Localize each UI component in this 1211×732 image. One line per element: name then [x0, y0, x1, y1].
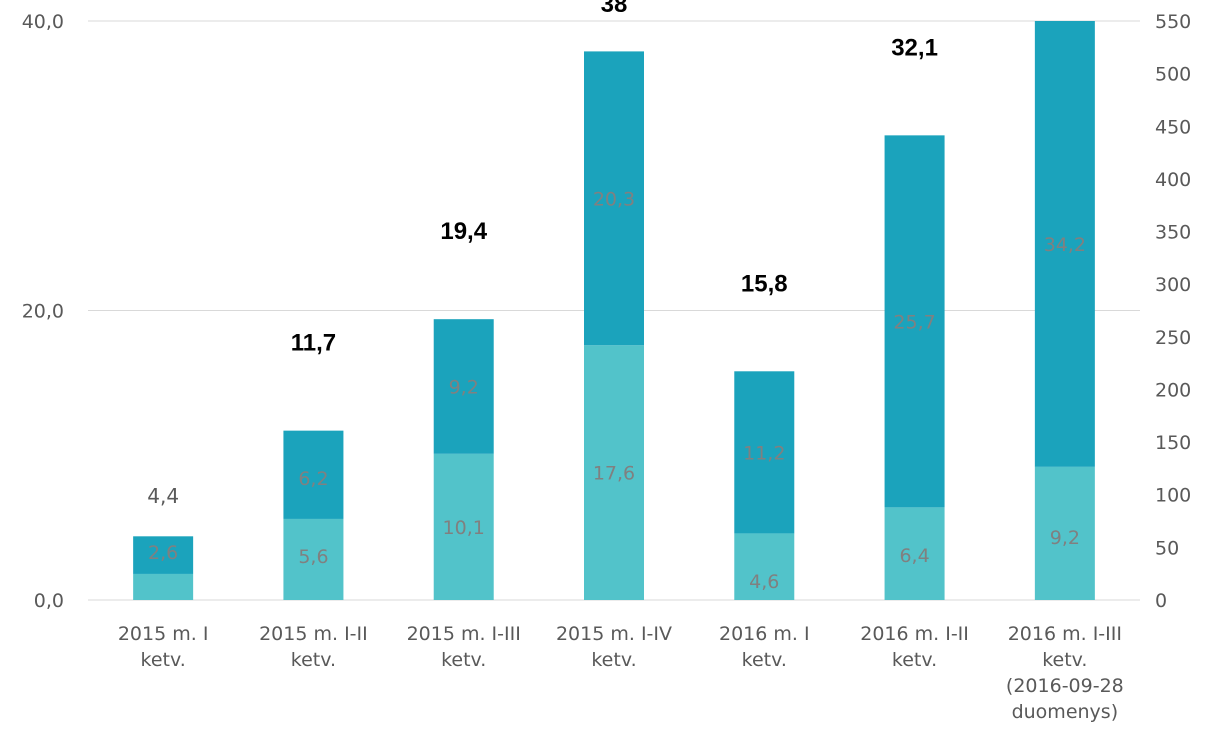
category-label-line: ketv.	[291, 649, 336, 671]
bar-segment-upper	[734, 371, 795, 534]
total-label: 4,4	[147, 484, 179, 508]
total-label: 19,4	[440, 218, 487, 245]
bar-segment-upper	[884, 135, 945, 508]
upper-segment-label: 25,7	[893, 311, 935, 333]
right-y-tick-label: 50	[1155, 537, 1179, 559]
right-y-tick-label: 450	[1155, 116, 1191, 138]
upper-segment-label: 34,2	[1044, 234, 1086, 256]
left-y-axis-ticks: 0,0 20,0 40,0	[22, 11, 64, 612]
category-label-line: ketv.	[591, 649, 636, 671]
bar-segment-upper	[433, 319, 494, 454]
upper-segment-label: 11,2	[743, 442, 785, 464]
right-y-tick-label: 550	[1155, 11, 1191, 33]
bars	[133, 21, 1095, 600]
right-y-tick-label: 300	[1155, 274, 1191, 296]
lower-segment-label: 6,4	[899, 545, 929, 567]
category-label: 2016 m. I-II ketv.	[860, 623, 969, 671]
lower-segment-label: 4,6	[749, 571, 779, 593]
bar-segment-lower	[584, 345, 644, 600]
right-y-tick-label: 350	[1155, 222, 1191, 244]
category-label: 2015 m. I-III ketv.	[407, 623, 521, 671]
category-label-line: 2015 m. I-II	[259, 623, 368, 645]
right-y-tick-label: 0	[1155, 590, 1167, 612]
total-label: 38	[601, 0, 628, 18]
category-label-line: 2015 m. I-IV	[556, 623, 672, 645]
lower-segment-label: 17,6	[593, 463, 635, 485]
bar-segment-upper	[584, 51, 644, 346]
category-label: 2015 m. I-IV ketv.	[556, 623, 672, 671]
category-label-line: ketv.	[742, 649, 787, 671]
lower-segment-label: 5,6	[298, 546, 328, 568]
right-y-tick-label: 150	[1155, 432, 1191, 454]
right-y-axis-ticks: 0 50 100 150 200 250 300 350 400 450 500 550	[1155, 11, 1191, 612]
bar-segment-lower	[734, 533, 795, 600]
lower-segment-label: 10,1	[443, 517, 485, 539]
bar-segment-upper	[1034, 21, 1095, 467]
left-y-tick-label: 0,0	[34, 590, 64, 612]
right-y-tick-label: 400	[1155, 169, 1191, 191]
category-label-line: 2015 m. I	[118, 623, 209, 645]
bar-segment-lower	[1034, 466, 1095, 600]
total-label: 11,7	[291, 330, 336, 357]
category-label-line: ketv.	[441, 649, 486, 671]
bar-segment-lower	[884, 507, 945, 600]
category-label-line: 2015 m. I-III	[407, 623, 521, 645]
total-label: 15,8	[741, 270, 788, 297]
left-y-tick-label: 20,0	[22, 301, 64, 323]
bar-segment-lower	[283, 518, 344, 600]
category-label-line: 2016 m. I-II	[860, 623, 969, 645]
upper-segment-label: 9,2	[449, 376, 479, 398]
right-y-tick-label: 100	[1155, 485, 1191, 507]
upper-segment-label: 6,2	[298, 468, 328, 490]
bar-segment-upper	[133, 536, 194, 574]
category-label-line: ketv.	[1042, 649, 1087, 671]
category-label: 2016 m. I-III ketv. (2016-09-28 duomenys)	[1006, 623, 1124, 723]
category-label-line: ketv.	[892, 649, 937, 671]
bar-segment-lower	[433, 453, 494, 600]
category-label-line: 2016 m. I-III	[1008, 623, 1122, 645]
bar-value-labels: 2,6 4,4 5,6 6,2 11,7 10,1 9,2 19,4 17,6 20,3 38 4,6…	[147, 0, 1086, 593]
category-label: 2015 m. I ketv.	[118, 623, 209, 671]
upper-segment-label: 20,3	[593, 188, 635, 210]
category-label-line: (2016-09-28	[1006, 675, 1124, 697]
lower-segment-label: 9,2	[1050, 527, 1080, 549]
category-label: 2016 m. I ketv.	[719, 623, 810, 671]
category-label-line: 2016 m. I	[719, 623, 810, 645]
right-y-tick-label: 200	[1155, 379, 1191, 401]
category-label-line: duomenys)	[1012, 701, 1119, 723]
category-label: 2015 m. I-II ketv.	[259, 623, 368, 671]
category-label-line: ketv.	[141, 649, 186, 671]
total-label: 32,1	[891, 34, 938, 61]
right-y-tick-label: 500	[1155, 64, 1191, 86]
bar-segment-lower	[133, 573, 194, 600]
bar-segment-upper	[283, 430, 344, 519]
left-y-tick-label: 40,0	[22, 11, 64, 33]
upper-segment-label: 2,6	[148, 542, 178, 564]
right-y-tick-label: 250	[1155, 327, 1191, 349]
